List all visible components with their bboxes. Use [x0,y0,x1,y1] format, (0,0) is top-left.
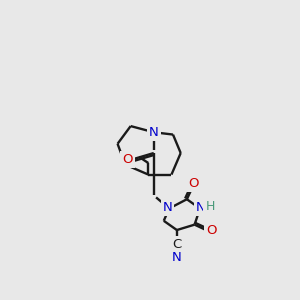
Text: O: O [206,224,217,237]
Text: O: O [188,177,198,190]
Text: H: H [205,200,214,213]
Text: N: N [196,201,206,214]
Text: C: C [172,238,182,251]
Text: N: N [172,251,182,264]
Text: N: N [163,201,172,214]
Text: O: O [122,153,133,166]
Text: N: N [149,126,159,139]
